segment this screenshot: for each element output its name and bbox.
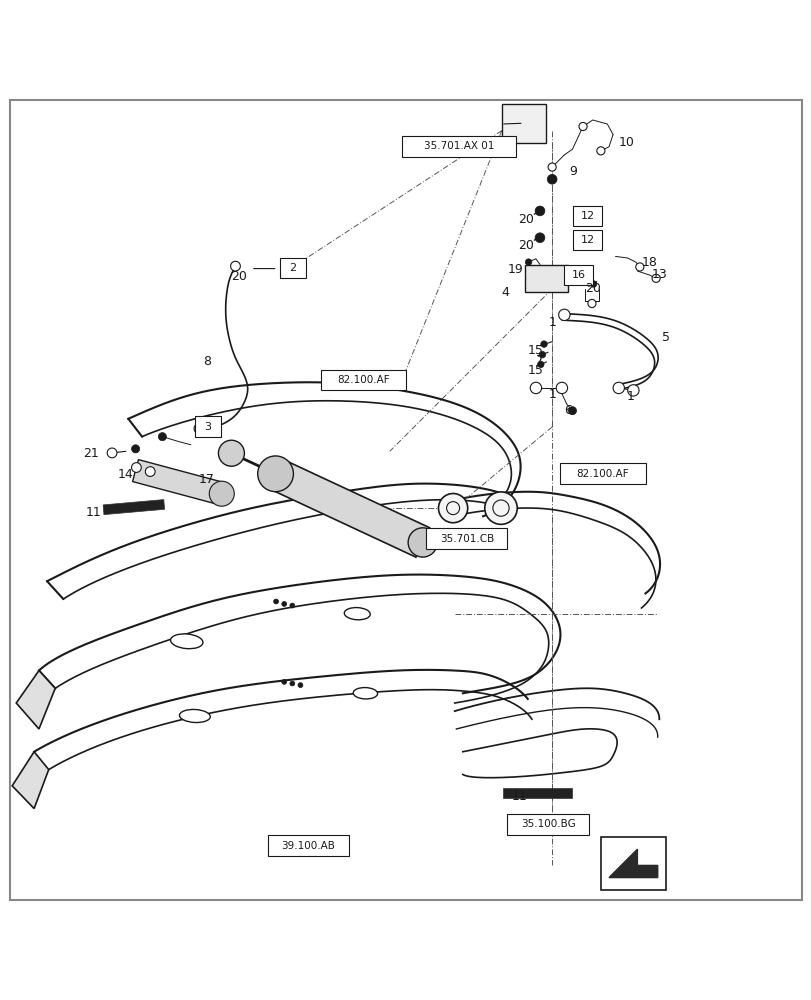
Text: 1: 1 [626,390,634,403]
Circle shape [158,433,166,441]
Circle shape [257,456,293,492]
Text: 8: 8 [203,355,211,368]
Text: 82.100.AF: 82.100.AF [337,375,389,385]
Circle shape [194,424,204,433]
Circle shape [281,601,286,606]
Circle shape [612,382,624,394]
Text: 17: 17 [199,473,215,486]
Circle shape [273,599,278,604]
Bar [103,500,165,515]
Circle shape [635,263,643,271]
Text: 3: 3 [204,422,211,432]
Circle shape [534,233,544,243]
Text: 7: 7 [535,354,543,367]
Text: 2: 2 [290,263,296,273]
Polygon shape [268,459,429,557]
Text: 21: 21 [83,447,99,460]
Circle shape [290,681,294,686]
Circle shape [547,174,556,184]
Circle shape [578,122,586,131]
Ellipse shape [170,634,203,649]
Text: 6: 6 [564,404,572,417]
Circle shape [530,382,541,394]
Circle shape [651,274,659,282]
Text: 20: 20 [231,270,247,283]
Circle shape [558,309,569,321]
Text: 35.100.BG: 35.100.BG [520,819,575,829]
Circle shape [290,603,294,608]
Bar [195,416,221,437]
Text: 16: 16 [571,270,585,280]
Polygon shape [608,849,657,878]
Circle shape [145,467,155,476]
Polygon shape [16,671,55,729]
Bar [268,835,349,856]
Bar [401,136,515,157]
Text: 15: 15 [527,344,543,357]
Circle shape [281,679,286,684]
Circle shape [484,492,517,524]
Bar [573,206,601,226]
Text: 11: 11 [85,506,101,519]
Circle shape [298,683,303,688]
Bar [560,463,645,484]
Text: 20: 20 [517,213,534,226]
Circle shape [587,299,595,308]
Circle shape [131,445,139,453]
Text: 35.701.AX 01: 35.701.AX 01 [423,141,493,151]
Bar [507,814,588,835]
Circle shape [537,361,543,368]
Text: 10: 10 [618,136,634,149]
Bar [280,258,306,278]
Text: 11: 11 [511,790,527,803]
Circle shape [540,341,547,347]
Text: 1: 1 [547,388,556,401]
Text: 12: 12 [580,211,594,221]
Circle shape [627,385,638,396]
Bar [320,370,406,390]
Text: 5: 5 [661,331,669,344]
Bar [573,230,601,250]
Text: 1: 1 [547,316,556,329]
Text: 4: 4 [500,286,508,299]
Text: 13: 13 [650,268,667,281]
Circle shape [556,382,567,394]
Polygon shape [132,460,225,505]
Circle shape [534,206,544,216]
Ellipse shape [353,688,377,699]
Ellipse shape [179,709,210,723]
Circle shape [547,163,556,171]
Bar [426,528,507,549]
Circle shape [218,440,244,466]
Text: 35.701.CB: 35.701.CB [440,534,493,544]
Text: 12: 12 [580,235,594,245]
Text: 14: 14 [118,468,134,481]
Text: 18: 18 [641,256,657,269]
Circle shape [438,494,467,523]
Circle shape [568,407,576,415]
FancyBboxPatch shape [501,104,546,143]
Text: 9: 9 [569,165,577,178]
Text: 39.100.AB: 39.100.AB [281,841,335,851]
Bar [503,788,572,798]
Polygon shape [12,752,49,809]
Bar [564,265,592,285]
Bar [600,837,665,890]
FancyBboxPatch shape [524,265,568,292]
Circle shape [230,261,240,271]
Text: 82.100.AF: 82.100.AF [576,469,629,479]
Text: 20: 20 [584,282,600,295]
Circle shape [408,528,437,557]
Circle shape [209,481,234,506]
Circle shape [539,351,545,358]
Text: 19: 19 [507,263,523,276]
Circle shape [131,463,141,472]
Circle shape [107,448,117,458]
Text: 20: 20 [517,239,534,252]
Circle shape [596,147,604,155]
Ellipse shape [344,608,370,620]
Circle shape [590,281,596,287]
Text: 15: 15 [527,364,543,377]
Circle shape [525,259,531,265]
